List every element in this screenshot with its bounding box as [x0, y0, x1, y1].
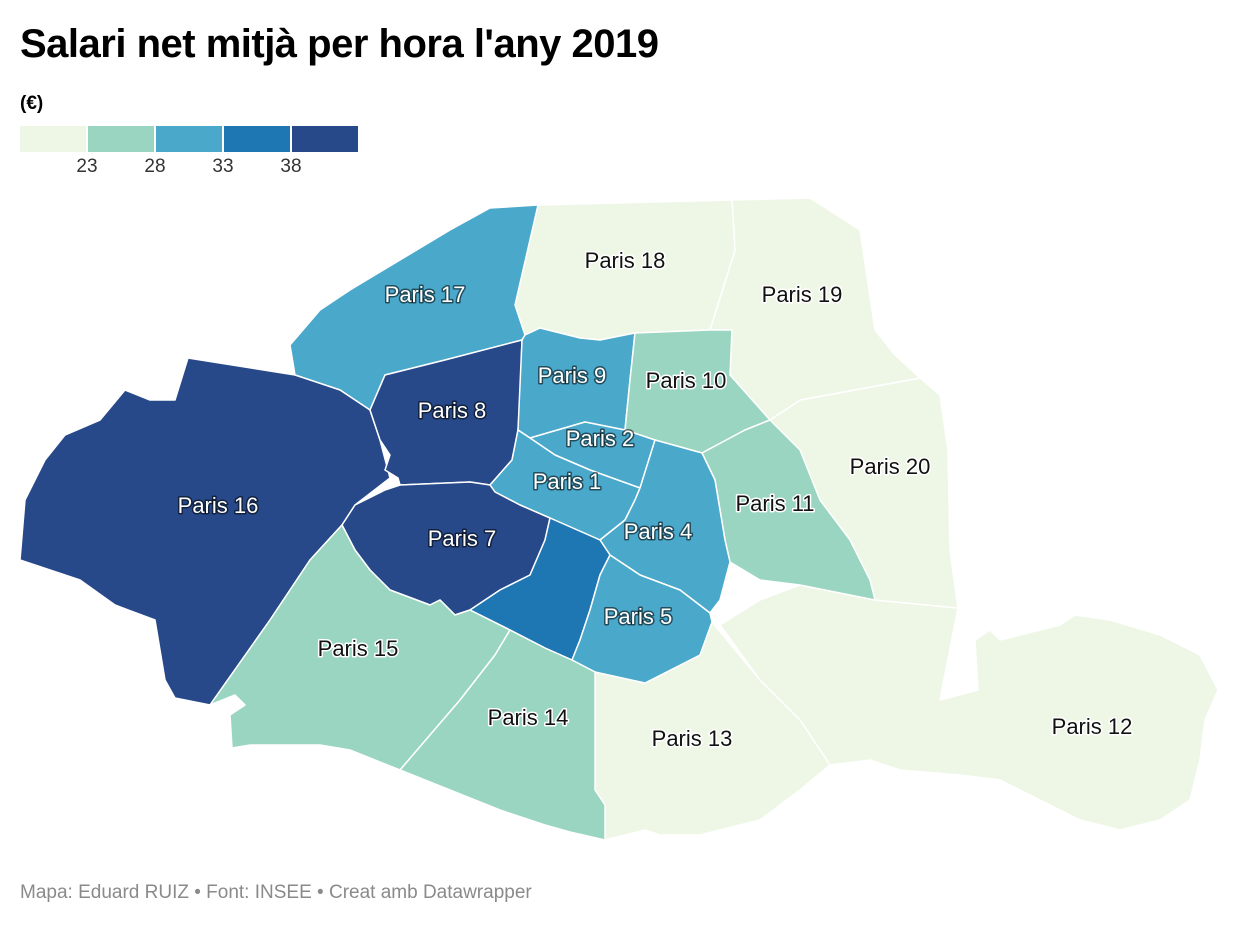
- district-label: Paris 1: [533, 469, 601, 494]
- district-label: Paris 15: [318, 636, 399, 661]
- legend-tick: 33: [212, 156, 234, 177]
- legend-tick: 28: [144, 156, 166, 177]
- district-label: Paris 16: [178, 493, 259, 518]
- district-label: Paris 2: [566, 426, 634, 451]
- district-label: Paris 7: [428, 526, 496, 551]
- district-label: Paris 10: [646, 368, 727, 393]
- source-footer: Mapa: Eduard RUIZ • Font: INSEE • Creat …: [20, 882, 532, 903]
- district-label: Paris 18: [585, 248, 666, 273]
- legend-unit: (€): [20, 93, 44, 114]
- legend-tick: 38: [280, 156, 302, 177]
- district-labels: Paris 16 Paris 17 Paris 18 Paris 19 Pari…: [176, 247, 1134, 753]
- district-label: Paris 13: [652, 726, 733, 751]
- district-label: Paris 11: [735, 491, 814, 516]
- legend-swatch: [156, 126, 222, 152]
- legend-swatch: [292, 126, 358, 152]
- district-p14[interactable]: [399, 629, 606, 841]
- district-label: Paris 19: [762, 282, 843, 307]
- legend-swatch: [20, 126, 86, 152]
- district-label: Paris 12: [1052, 714, 1133, 739]
- district-label: Paris 20: [850, 454, 931, 479]
- district-p12[interactable]: [719, 584, 1219, 831]
- district-label: Paris 14: [488, 705, 569, 730]
- district-p5[interactable]: [571, 554, 713, 684]
- legend-swatch: [224, 126, 290, 152]
- district-label: Paris 8: [418, 398, 486, 423]
- legend-swatch: [88, 126, 154, 152]
- district-label: Paris 17: [385, 282, 466, 307]
- map-title: Salari net mitjà per hora l'any 2019: [20, 22, 659, 66]
- district-label: Paris 9: [538, 363, 606, 388]
- district-label: Paris 4: [624, 519, 692, 544]
- legend-tick: 23: [76, 156, 98, 177]
- district-label: Paris 5: [604, 604, 672, 629]
- color-legend: [20, 126, 358, 152]
